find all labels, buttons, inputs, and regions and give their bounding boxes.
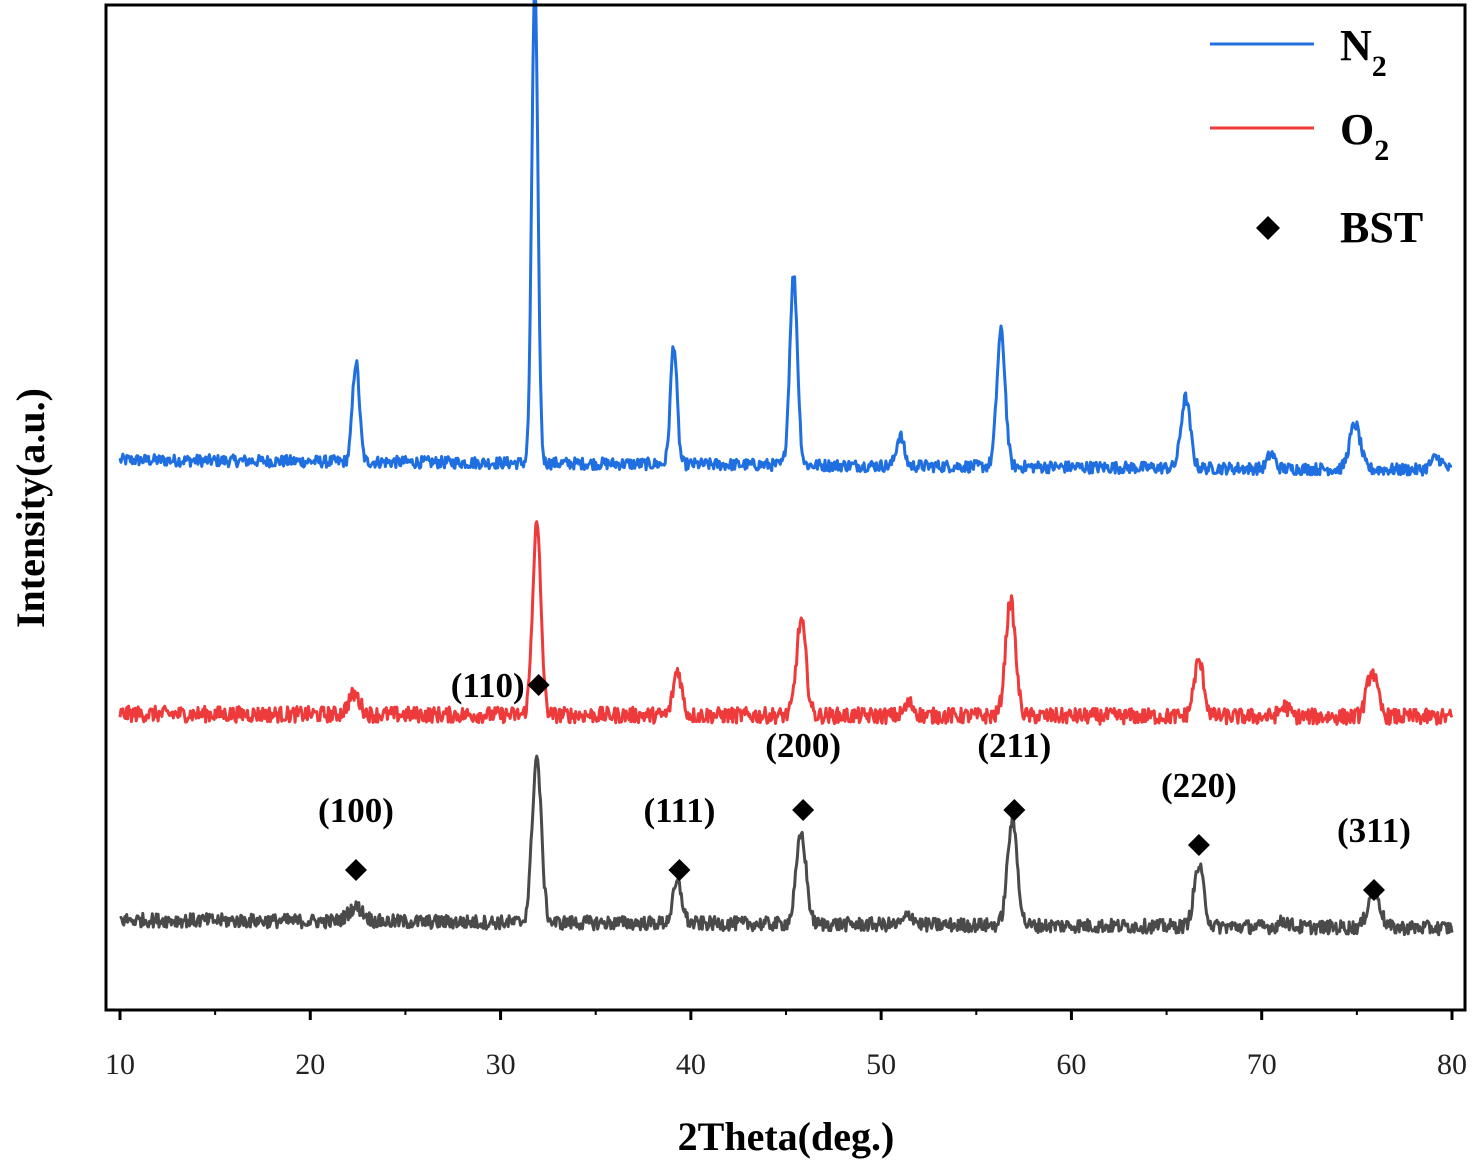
hkl-label: (111): [643, 791, 715, 830]
x-axis-ticks: 10 20 30 40 50 60 70 80: [105, 1010, 1467, 1081]
bst-diamond-marker: [344, 859, 367, 881]
legend: N2 O2 BST: [1210, 21, 1423, 252]
x-tick-label: 70: [1247, 1048, 1277, 1081]
plot-frame: [104, 3, 1467, 1012]
bst-diamond-marker: [1003, 799, 1026, 821]
x-axis-title: 2Theta(deg.): [678, 1114, 895, 1159]
hkl-label: (200): [765, 726, 841, 765]
x-tick-label: 80: [1437, 1048, 1467, 1081]
x-tick-label: 40: [676, 1048, 706, 1081]
bst-diamond-marker: [668, 859, 691, 881]
x-tick-label: 60: [1056, 1048, 1086, 1081]
bst-diamond-marker: [527, 674, 550, 696]
legend-label: N2: [1340, 21, 1387, 83]
peak-annotations: (100) (110) (111) (200) (211) (220) (311): [318, 666, 1411, 901]
x-tick-label: 30: [486, 1048, 516, 1081]
legend-label: O2: [1340, 105, 1389, 167]
series-line-o2: [118, 520, 1454, 726]
hkl-label: (110): [451, 666, 525, 705]
series-layer: [118, 0, 1454, 937]
x-tick-label: 50: [866, 1048, 896, 1081]
hkl-label: (311): [1337, 811, 1411, 850]
hkl-label: (220): [1161, 766, 1237, 805]
hkl-label: (100): [318, 791, 394, 830]
x-tick-label: 10: [105, 1048, 135, 1081]
y-axis-title: Intensity(a.u.): [8, 388, 53, 628]
x-tick-label: 20: [295, 1048, 325, 1081]
legend-diamond-swatch: [1256, 216, 1280, 240]
bst-diamond-marker: [792, 799, 815, 821]
bst-diamond-marker: [1362, 879, 1385, 901]
series-line-n2: [118, 0, 1453, 477]
bst-diamond-marker: [1187, 834, 1210, 856]
hkl-label: (211): [977, 726, 1051, 765]
legend-label: BST: [1340, 203, 1423, 252]
series-line-bst: [119, 754, 1454, 937]
